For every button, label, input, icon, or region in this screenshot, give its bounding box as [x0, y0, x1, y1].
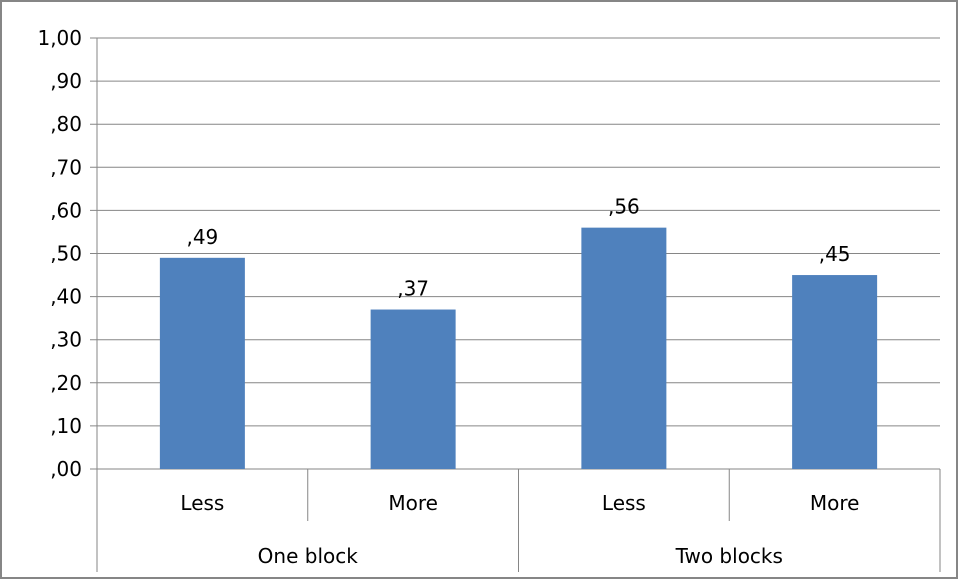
x-category-label: Less	[180, 491, 224, 515]
y-tick-label: ,90	[50, 69, 82, 93]
bar	[581, 227, 667, 469]
y-tick-label: ,00	[50, 457, 82, 481]
data-label: ,45	[819, 242, 851, 266]
y-tick-label: ,40	[50, 285, 82, 309]
bar	[370, 309, 456, 469]
data-label: ,37	[397, 277, 429, 301]
data-label: ,49	[186, 225, 218, 249]
data-labels: ,49 ,37 ,56 ,45	[186, 195, 850, 301]
x-category-label: Less	[602, 491, 646, 515]
y-tick-label: ,10	[50, 414, 82, 438]
x-axis: Less More Less More One block Two blocks	[96, 469, 941, 572]
y-tick-label: ,80	[50, 112, 82, 136]
x-group-label: One block	[258, 544, 359, 568]
data-label: ,56	[608, 195, 640, 219]
x-category-label: More	[388, 491, 438, 515]
y-tick-label: ,60	[50, 198, 82, 222]
y-tick-label: ,20	[50, 371, 82, 395]
y-tick-label: 1,00	[37, 26, 82, 50]
y-tick-label: ,30	[50, 328, 82, 352]
y-axis-ticks: 1,00 ,90 ,80 ,70 ,60 ,50 ,40 ,30 ,20 ,10 ,00	[37, 26, 82, 481]
x-group-label: Two blocks	[675, 544, 783, 568]
x-category-label: More	[810, 491, 860, 515]
bar	[159, 257, 245, 469]
bar	[792, 275, 878, 469]
bars	[159, 227, 878, 469]
y-tick-label: ,50	[50, 242, 82, 266]
y-tick-label: ,70	[50, 155, 82, 179]
